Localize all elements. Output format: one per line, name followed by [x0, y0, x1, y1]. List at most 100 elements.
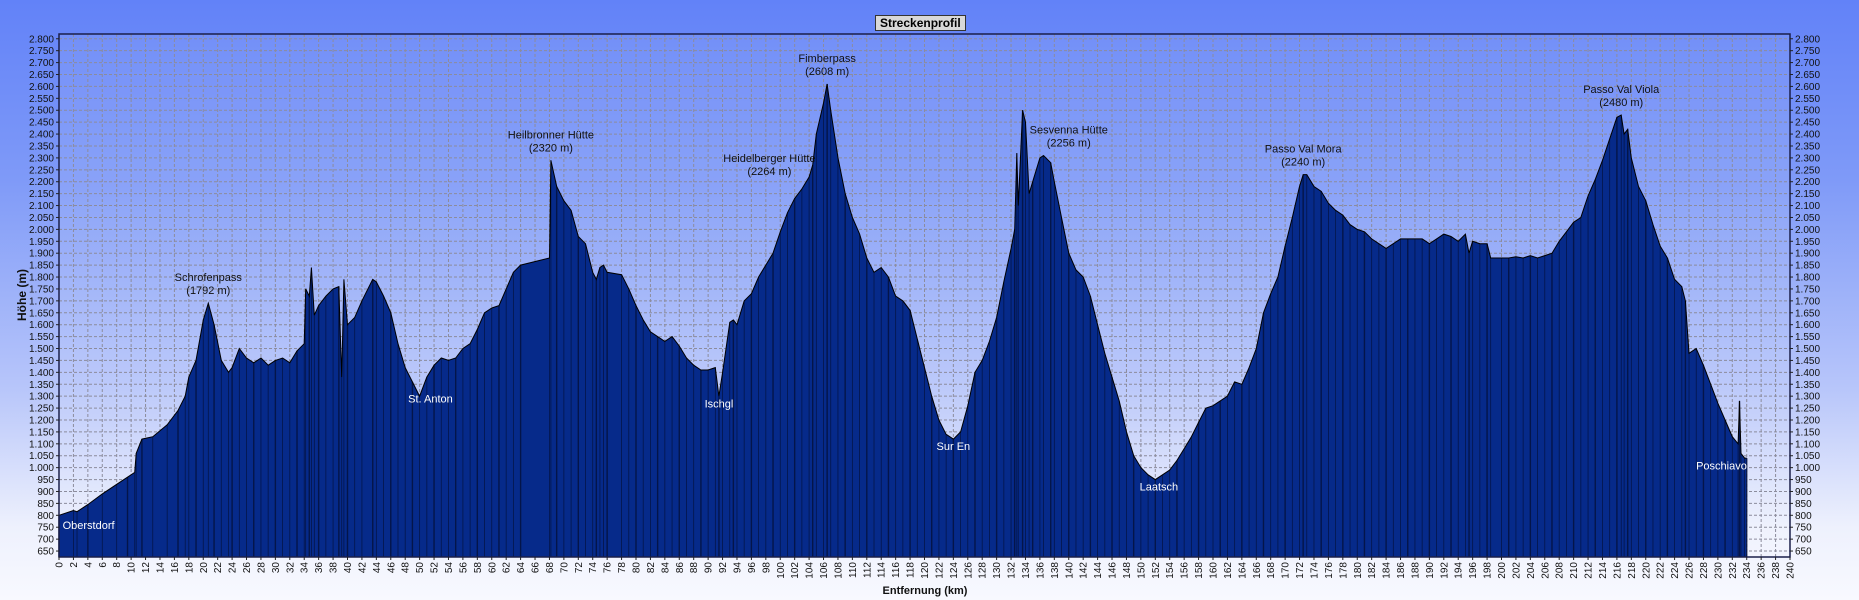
- x-tick-label: 194: [1454, 562, 1465, 579]
- x-tick-label: 144: [1093, 562, 1104, 579]
- y-tick-label: 2.450: [29, 118, 54, 129]
- x-tick-label: 138: [1050, 562, 1061, 579]
- y-tick-label: 1.200: [29, 415, 54, 426]
- y-tick-label: 2.100: [1795, 201, 1820, 212]
- y-tick-label: 2.600: [1795, 82, 1820, 93]
- y-tick-label: 950: [37, 475, 54, 486]
- y-tick-label: 2.800: [29, 34, 54, 45]
- y-tick-label: 1.400: [29, 368, 54, 379]
- y-tick-label: 1.450: [29, 356, 54, 367]
- y-axis-left: 6507007508008509009501.0001.0501.1001.15…: [29, 34, 59, 558]
- x-tick-label: 26: [242, 562, 253, 574]
- x-tick-label: 202: [1511, 562, 1522, 579]
- y-tick-label: 2.200: [29, 177, 54, 188]
- x-tick-label: 108: [833, 562, 844, 579]
- x-tick-label: 82: [646, 562, 657, 574]
- y-tick-label: 2.500: [1795, 106, 1820, 117]
- x-tick-label: 122: [934, 562, 945, 579]
- x-tick-label: 30: [271, 562, 282, 574]
- y-tick-label: 1.300: [29, 392, 54, 403]
- x-tick-label: 58: [473, 562, 484, 574]
- x-tick-label: 218: [1627, 562, 1638, 579]
- peak-elevation-label: (2480 m): [1599, 97, 1643, 109]
- x-tick-label: 222: [1656, 562, 1667, 579]
- y-tick-label: 2.300: [1795, 153, 1820, 164]
- x-tick-label: 124: [949, 562, 960, 579]
- x-tick-label: 44: [372, 562, 383, 574]
- x-tick-label: 130: [992, 562, 1003, 579]
- x-tick-label: 88: [689, 562, 700, 574]
- y-tick-label: 2.400: [1795, 130, 1820, 141]
- y-tick-label: 1.850: [29, 261, 54, 272]
- y-tick-label: 850: [1795, 499, 1812, 510]
- peak-elevation-label: (2256 m): [1047, 138, 1091, 150]
- y-tick-label: 1.700: [29, 296, 54, 307]
- x-tick-label: 142: [1079, 562, 1090, 579]
- x-tick-label: 214: [1598, 562, 1609, 579]
- annotations: Oberstdorf Schrofenpass(1792 m) St. Anton H…: [63, 53, 1747, 532]
- y-tick-label: 2.750: [29, 46, 54, 57]
- x-tick-label: 152: [1151, 562, 1162, 579]
- x-tick-label: 36: [314, 562, 325, 574]
- y-axis-right: 6507007508008509009501.0001.0501.1001.15…: [1790, 34, 1820, 558]
- y-tick-label: 2.700: [1795, 58, 1820, 69]
- y-tick-label: 1.550: [29, 332, 54, 343]
- x-tick-label: 206: [1540, 562, 1551, 579]
- x-tick-label: 84: [660, 562, 671, 574]
- y-tick-label: 1.400: [1795, 368, 1820, 379]
- x-tick-label: 178: [1338, 562, 1349, 579]
- x-tick-label: 52: [430, 562, 441, 574]
- x-tick-label: 38: [329, 562, 340, 574]
- peak-label: Passo Val Viola: [1583, 84, 1660, 96]
- y-tick-label: 1.900: [1795, 249, 1820, 260]
- x-tick-label: 172: [1295, 562, 1306, 579]
- x-tick-label: 210: [1569, 562, 1580, 579]
- chart-title: Streckenprofil: [875, 15, 966, 31]
- y-tick-label: 1.600: [1795, 320, 1820, 331]
- y-tick-label: 1.950: [1795, 237, 1820, 248]
- x-tick-label: 12: [141, 562, 152, 574]
- x-tick-label: 128: [978, 562, 989, 579]
- x-tick-label: 22: [213, 562, 224, 574]
- x-tick-label: 56: [458, 562, 469, 574]
- x-tick-label: 72: [574, 562, 585, 574]
- y-tick-label: 2.200: [1795, 177, 1820, 188]
- peak-label: Sesvenna Hütte: [1030, 125, 1108, 137]
- y-tick-label: 2.050: [1795, 213, 1820, 224]
- y-tick-label: 2.750: [1795, 46, 1820, 57]
- peak-label: Fimberpass: [798, 53, 856, 65]
- y-tick-label: 1.050: [29, 451, 54, 462]
- y-tick-label: 700: [37, 535, 54, 546]
- y-tick-label: 2.100: [29, 201, 54, 212]
- x-tick-label: 32: [285, 562, 296, 574]
- peak-elevation-label: (2608 m): [805, 66, 849, 78]
- y-tick-label: 1.900: [29, 249, 54, 260]
- x-tick-label: 190: [1425, 562, 1436, 579]
- y-tick-label: 1.150: [29, 427, 54, 438]
- y-tick-label: 650: [37, 547, 54, 558]
- x-tick-label: 238: [1771, 562, 1782, 579]
- y-tick-label: 1.300: [1795, 392, 1820, 403]
- x-tick-label: 220: [1641, 562, 1652, 579]
- peak-elevation-label: (2320 m): [529, 142, 573, 154]
- x-tick-label: 16: [170, 562, 181, 574]
- y-tick-label: 750: [37, 523, 54, 534]
- x-tick-label: 112: [862, 562, 873, 578]
- y-tick-label: 1.850: [1795, 261, 1820, 272]
- x-tick-label: 6: [98, 562, 109, 568]
- x-tick-label: 62: [502, 562, 513, 574]
- x-tick-label: 14: [155, 562, 166, 574]
- place-label: St. Anton: [408, 394, 453, 406]
- y-tick-label: 2.800: [1795, 34, 1820, 45]
- y-tick-label: 2.300: [29, 153, 54, 164]
- y-tick-label: 2.050: [29, 213, 54, 224]
- x-tick-label: 100: [776, 562, 787, 579]
- place-label: Sur En: [937, 441, 971, 453]
- x-tick-label: 90: [704, 562, 715, 574]
- x-tick-label: 20: [199, 562, 210, 574]
- x-tick-label: 156: [1180, 562, 1191, 579]
- y-tick-label: 900: [37, 487, 54, 498]
- x-tick-label: 164: [1237, 562, 1248, 579]
- x-tick-label: 86: [675, 562, 686, 574]
